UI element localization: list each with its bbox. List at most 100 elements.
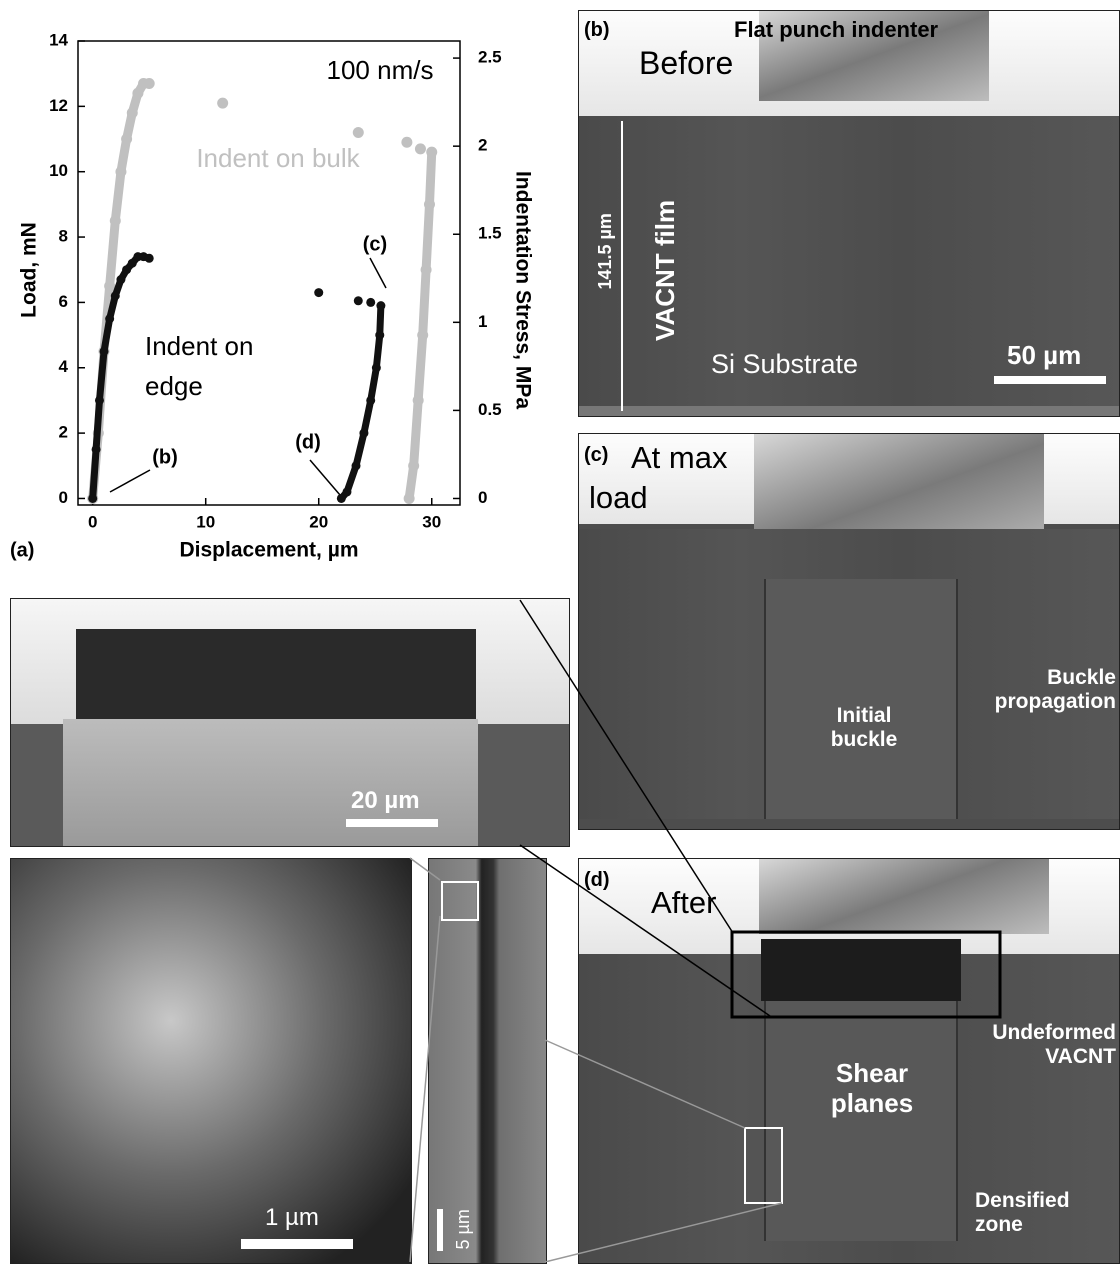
label: Buckle propagation <box>994 666 1116 714</box>
data-point <box>426 146 438 158</box>
data-point <box>342 487 352 497</box>
data-point <box>351 461 361 471</box>
data-point <box>143 77 155 89</box>
label: Initial buckle <box>830 704 898 752</box>
data-point <box>375 330 385 340</box>
y-axis-label: Load, mN <box>18 222 41 318</box>
sem-panel-d: (d) After Undeformed VACNT Shear planes … <box>578 858 1120 1264</box>
data-point <box>126 107 138 119</box>
data-point <box>414 143 426 155</box>
label: VACNT film <box>650 199 681 341</box>
data-point <box>217 97 229 109</box>
data-point <box>376 301 386 311</box>
label: Si Substrate <box>711 349 859 379</box>
x-axis-label: Displacement, µm <box>180 539 359 562</box>
indenter <box>759 11 989 101</box>
zoom-box <box>441 881 479 921</box>
scale-label: 5 µm <box>452 1209 473 1250</box>
series-annotation: Indent on bulk <box>196 143 360 173</box>
sem-strip: 5 µm <box>428 858 547 1264</box>
x-tick-label: 30 <box>422 512 441 531</box>
y-tick-label: 4 <box>59 357 69 376</box>
label: Densified zone <box>975 1189 1070 1237</box>
crater <box>761 939 961 1001</box>
data-point <box>401 136 413 148</box>
scale-bar <box>994 376 1106 384</box>
y2-tick-label: 1.5 <box>478 224 502 243</box>
y2-tick-label: 2 <box>478 136 487 155</box>
y2-tick-label: 1 <box>478 312 487 331</box>
label: Undeformed VACNT <box>992 1021 1116 1069</box>
annotation: (b) <box>152 446 178 468</box>
label: Before <box>639 45 734 81</box>
y2-axis-label: Indentation Stress, MPa <box>511 171 534 409</box>
data-point <box>105 314 115 324</box>
y-tick-label: 2 <box>59 423 68 442</box>
annotation: (d) <box>295 431 321 453</box>
y2-tick-label: 0.5 <box>478 400 502 419</box>
data-point <box>353 296 363 306</box>
arrow <box>309 459 341 496</box>
panel-label: (d) <box>584 869 610 891</box>
data-point <box>109 215 121 227</box>
data-point <box>104 280 116 292</box>
data-point <box>132 87 144 99</box>
label: 141.5 µm <box>594 213 615 290</box>
x-tick-label: 20 <box>309 512 328 531</box>
y2-tick-label: 2.5 <box>478 48 502 67</box>
data-point <box>417 329 429 341</box>
y-tick-label: 6 <box>59 292 68 311</box>
indenter <box>759 859 1049 934</box>
film <box>579 116 1119 406</box>
crater <box>76 629 476 724</box>
y-tick-label: 8 <box>59 227 68 246</box>
label: After <box>651 885 717 920</box>
indented-column <box>764 579 958 819</box>
data-point <box>366 297 376 307</box>
data-point <box>359 428 369 438</box>
data-point <box>122 265 132 275</box>
data-point <box>412 394 424 406</box>
annotation: 100 nm/s <box>327 55 434 85</box>
data-point <box>116 275 126 285</box>
data-point <box>88 493 98 503</box>
y-tick-label: 0 <box>59 488 68 507</box>
data-point <box>423 198 435 210</box>
data-point <box>420 264 432 276</box>
label: Shear planes <box>830 1058 914 1118</box>
y-tick-label: 12 <box>49 96 68 115</box>
scale-label: 50 µm <box>1007 340 1082 370</box>
data-point <box>366 395 376 405</box>
panel-label: (a) <box>10 539 34 561</box>
scale-label: 1 µm <box>265 1204 319 1231</box>
label: Flat punch indenter <box>734 17 939 42</box>
data-point <box>110 291 120 301</box>
data-point <box>371 363 381 373</box>
y-tick-label: 14 <box>49 30 68 49</box>
sem-closeup: 1 µm <box>10 858 412 1264</box>
scale-bar <box>241 1239 353 1249</box>
indented-column <box>764 1001 958 1241</box>
annotation-arrows <box>109 257 387 496</box>
data-point <box>352 126 364 138</box>
scale-label: 20 µm <box>351 787 420 814</box>
x-tick-label: 0 <box>88 512 97 531</box>
scale-bar <box>346 819 438 827</box>
chart: Load, mN Indentation Stress, MPa Displac… <box>10 30 534 562</box>
x-tick-label: 10 <box>196 512 215 531</box>
data-point <box>115 166 127 178</box>
label: At max load <box>589 440 728 515</box>
data-point <box>91 444 101 454</box>
data-point <box>99 346 109 356</box>
panel-label: (c) <box>584 444 609 466</box>
data-point <box>408 460 420 472</box>
y-tick-label: 10 <box>49 161 68 180</box>
series-annotation: Indent on edge <box>145 331 254 401</box>
data-point <box>314 288 324 298</box>
panel-label: (b) <box>584 19 610 41</box>
data-point <box>144 253 154 263</box>
substrate <box>579 406 1119 416</box>
data-point <box>403 492 415 504</box>
annotation: (c) <box>363 233 387 255</box>
